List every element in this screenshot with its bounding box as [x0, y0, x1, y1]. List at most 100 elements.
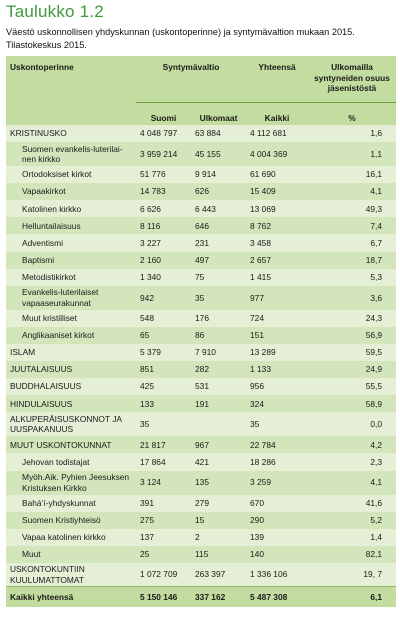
cell-ulkomaat: 9 914: [191, 166, 247, 184]
row-label: Baptismi: [6, 251, 136, 269]
cell-kaikki: 3 458: [246, 234, 309, 252]
cell-kaikki: 13 069: [246, 200, 309, 218]
row-label: USKONTOKUNTIIN KUULUMATTOMAT: [6, 562, 136, 587]
cell-suomi: 3 959 214: [136, 142, 191, 167]
row-label: Vapaa katolinen kirkko: [6, 528, 136, 546]
cell-pct: 1,6: [308, 125, 397, 143]
total-kaikki: 5 487 308: [246, 586, 309, 608]
table-row: Baptismi 2 160 497 2 657 18,7: [6, 251, 397, 269]
table-row: KRISTINUSKO 4 048 797 63 884 4 112 681 1,6: [6, 125, 397, 143]
row-label: Suomen evankelis-luterilai- nen kirkko: [6, 142, 136, 167]
cell-ulkomaat: 63 884: [191, 125, 247, 143]
row-label: Anglikaaniset kirkot: [6, 326, 136, 344]
cell-kaikki: 290: [246, 511, 309, 529]
table-row: Muut kristilliset 548 176 724 24,3: [6, 309, 397, 327]
cell-pct: 41,6: [308, 494, 397, 512]
row-label: JUUTALAISUUS: [6, 361, 136, 379]
cell-suomi: 391: [136, 494, 191, 512]
row-label: ISLAM: [6, 343, 136, 362]
cell-ulkomaat: 263 397: [191, 562, 247, 587]
total-row: Kaikki yhteensä 5 150 146 337 162 5 487 …: [6, 586, 397, 608]
row-label: KRISTINUSKO: [6, 125, 136, 143]
table-row: JUUTALAISUUS 851 282 1 133 24,9: [6, 361, 397, 379]
cell-ulkomaat: 2: [191, 528, 247, 546]
table-row: Helluntailaisuus 8 116 646 8 762 7,4: [6, 217, 397, 235]
cell-pct: 5,3: [308, 268, 397, 286]
cell-kaikki: 1 415: [246, 268, 309, 286]
cell-pct: 7,4: [308, 217, 397, 235]
cell-ulkomaat: 626: [191, 183, 247, 201]
table-row: Muut 25 115 140 82,1: [6, 545, 397, 563]
cell-suomi: 3 124: [136, 470, 191, 495]
cell-suomi: 25: [136, 545, 191, 563]
cell-ulkomaat: 15: [191, 511, 247, 529]
subheader-empty: [6, 102, 136, 125]
cell-kaikki: 139: [246, 528, 309, 546]
row-label: Jehovan todistajat: [6, 453, 136, 471]
cell-suomi: 17 864: [136, 453, 191, 471]
header-birth-country: Syntymävaltio: [136, 56, 247, 103]
row-label: BUDDHALAISUUS: [6, 378, 136, 396]
cell-kaikki: 151: [246, 326, 309, 344]
cell-ulkomaat: 135: [191, 470, 247, 495]
cell-suomi: 851: [136, 361, 191, 379]
table-row: BUDDHALAISUUS 425 531 956 55,5: [6, 378, 397, 396]
header-row: Uskontoperinne Syntymävaltio Yhteensä Ul…: [6, 56, 397, 103]
row-label: Metodistikirkot: [6, 268, 136, 286]
subheader-kaikki: Kaikki: [246, 102, 309, 125]
header-religion: Uskontoperinne: [6, 56, 136, 103]
cell-ulkomaat: 35: [191, 285, 247, 310]
subheader-pct: %: [308, 102, 397, 125]
cell-suomi: 5 379: [136, 343, 191, 362]
cell-pct: 0,0: [308, 412, 397, 437]
cell-kaikki: 956: [246, 378, 309, 396]
cell-ulkomaat: 282: [191, 361, 247, 379]
cell-ulkomaat: 497: [191, 251, 247, 269]
cell-pct: 82,1: [308, 545, 397, 563]
cell-kaikki: 140: [246, 545, 309, 563]
cell-pct: 3,6: [308, 285, 397, 310]
row-label: Evankelis-luterilaiset vapaaseurakunnat: [6, 285, 136, 310]
table-row: Myöh.Aik. Pyhien Jeesuksen Kristuksen Ki…: [6, 470, 397, 495]
subheader-ulkomaat: Ulkomaat: [191, 102, 247, 125]
row-label: Ortodoksiset kirkot: [6, 166, 136, 184]
cell-ulkomaat: 646: [191, 217, 247, 235]
cell-kaikki: 2 657: [246, 251, 309, 269]
cell-suomi: 425: [136, 378, 191, 396]
cell-ulkomaat: 115: [191, 545, 247, 563]
cell-pct: 19, 7: [308, 562, 397, 587]
cell-kaikki: 61 690: [246, 166, 309, 184]
cell-suomi: 133: [136, 395, 191, 413]
cell-pct: 18,7: [308, 251, 397, 269]
cell-ulkomaat: 6 443: [191, 200, 247, 218]
cell-kaikki: 724: [246, 309, 309, 327]
cell-kaikki: 670: [246, 494, 309, 512]
cell-pct: 1,1: [308, 142, 397, 167]
cell-kaikki: 1 133: [246, 361, 309, 379]
table-row: Vapaakirkot 14 783 626 15 409 4,1: [6, 183, 397, 201]
cell-pct: 5,2: [308, 511, 397, 529]
cell-ulkomaat: 967: [191, 436, 247, 454]
row-label: Vapaakirkot: [6, 183, 136, 201]
cell-kaikki: 324: [246, 395, 309, 413]
cell-suomi: 4 048 797: [136, 125, 191, 143]
cell-suomi: 65: [136, 326, 191, 344]
subheader-row: Suomi Ulkomaat Kaikki %: [6, 102, 397, 125]
cell-kaikki: 18 286: [246, 453, 309, 471]
table-row: Adventismi 3 227 231 3 458 6,7: [6, 234, 397, 252]
cell-kaikki: 4 112 681: [246, 125, 309, 143]
cell-suomi: 942: [136, 285, 191, 310]
row-label: Katolinen kirkko: [6, 200, 136, 218]
table-body: KRISTINUSKO 4 048 797 63 884 4 112 681 1,6 Su…: [6, 125, 397, 587]
table-row: HINDULAISUUS 133 191 324 58,9: [6, 395, 397, 413]
cell-suomi: 3 227: [136, 234, 191, 252]
total-label: Kaikki yhteensä: [6, 586, 136, 608]
cell-ulkomaat: 45 155: [191, 142, 247, 167]
cell-suomi: 275: [136, 511, 191, 529]
cell-kaikki: 1 336 106: [246, 562, 309, 587]
cell-ulkomaat: 75: [191, 268, 247, 286]
cell-kaikki: 22 784: [246, 436, 309, 454]
cell-suomi: 1 340: [136, 268, 191, 286]
table-row: ISLAM 5 379 7 910 13 289 59,5: [6, 343, 397, 362]
